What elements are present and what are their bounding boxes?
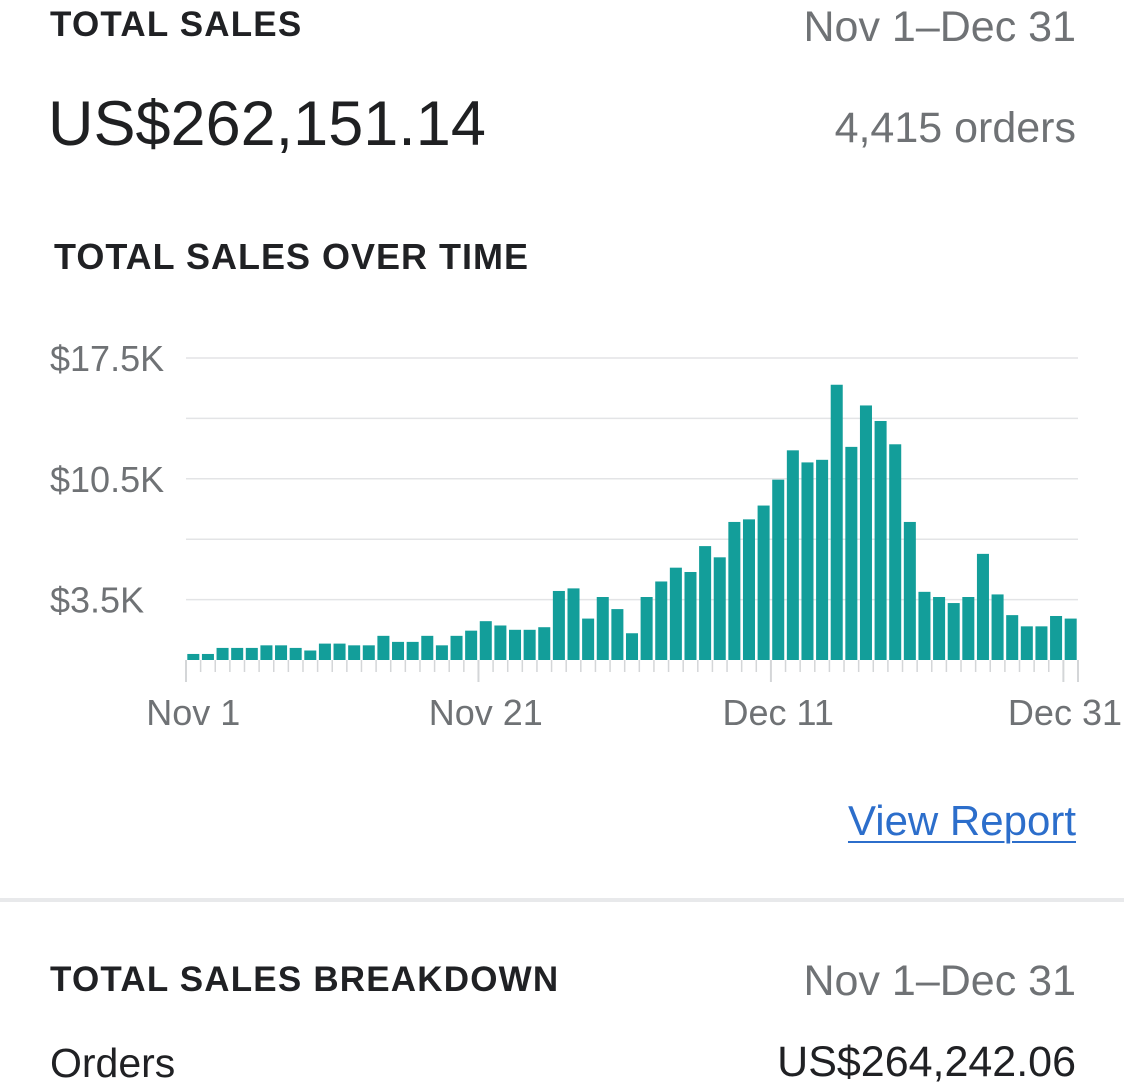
sales-bar[interactable] (933, 597, 946, 660)
sales-bar[interactable] (1064, 618, 1077, 660)
sales-bar[interactable] (742, 519, 755, 660)
sales-bar[interactable] (392, 641, 405, 660)
breakdown-date-range: Nov 1–Dec 31 (803, 957, 1077, 1005)
sales-bar[interactable] (333, 643, 346, 660)
sales-bar[interactable] (377, 635, 390, 660)
sales-bar[interactable] (1020, 626, 1033, 660)
sales-bar[interactable] (552, 590, 565, 660)
sales-bar[interactable] (786, 450, 799, 660)
sales-bar[interactable] (962, 597, 975, 660)
sales-bar[interactable] (582, 618, 595, 660)
sales-bar[interactable] (625, 633, 639, 660)
sales-bar[interactable] (596, 597, 609, 660)
x-tick-label: Dec 11 (723, 692, 834, 733)
sales-bar[interactable] (1035, 626, 1048, 660)
sales-bar[interactable] (348, 645, 361, 660)
sales-bar[interactable] (859, 405, 872, 660)
sales-bar[interactable] (976, 553, 989, 660)
y-tick-label: $3.5K (50, 580, 144, 621)
sales-bar[interactable] (523, 629, 536, 660)
sales-bar[interactable] (216, 647, 229, 660)
sales-bar[interactable] (874, 420, 887, 660)
orders-count: 4,415 orders (834, 104, 1076, 152)
sales-bar[interactable] (275, 645, 288, 660)
chart-bars (187, 384, 1077, 660)
sales-bar[interactable] (640, 597, 653, 660)
sales-bar[interactable] (669, 567, 682, 660)
sales-bar[interactable] (465, 630, 478, 660)
sales-bar[interactable] (201, 653, 214, 660)
sales-bar[interactable] (918, 591, 931, 660)
sales-bar[interactable] (187, 653, 200, 660)
sales-bar[interactable] (289, 647, 302, 660)
sales-bar[interactable] (304, 650, 317, 660)
sales-bar-chart: $3.5K $10.5K $17.5K Nov 1 Nov 21 Dec 11 Dec 3… (50, 338, 1122, 733)
sales-bar[interactable] (684, 571, 697, 660)
sales-bar[interactable] (567, 588, 580, 660)
sales-bar[interactable] (406, 641, 419, 660)
sales-bar[interactable] (611, 609, 624, 660)
sales-bar[interactable] (699, 546, 712, 660)
sales-bar[interactable] (231, 647, 244, 660)
sales-bar[interactable] (260, 645, 273, 660)
x-tick-label: Dec 31 (1008, 692, 1122, 733)
total-sales-amount: US$262,151.14 (48, 89, 486, 159)
sales-bar[interactable] (479, 621, 492, 660)
total-sales-title: TOTAL SALES (50, 5, 303, 44)
x-axis: Nov 1 Nov 21 Dec 11 Dec 31 (146, 660, 1122, 733)
sales-bar[interactable] (509, 629, 522, 660)
x-tick-label: Nov 1 (146, 692, 240, 733)
sales-bar[interactable] (757, 505, 770, 660)
breakdown-row-value: US$264,242.06 (777, 1038, 1076, 1086)
sales-bar[interactable] (245, 647, 258, 660)
sales-bar[interactable] (362, 645, 375, 660)
y-tick-label: $17.5K (50, 338, 164, 379)
sales-bar[interactable] (494, 625, 507, 660)
sales-bar[interactable] (991, 594, 1004, 660)
sales-bar[interactable] (772, 479, 785, 660)
sales-bar[interactable] (728, 521, 741, 660)
breakdown-title: TOTAL SALES BREAKDOWN (50, 960, 560, 999)
sales-bar[interactable] (450, 635, 463, 660)
sales-bar[interactable] (801, 462, 814, 660)
sales-bar[interactable] (889, 444, 902, 660)
x-tick-label: Nov 21 (429, 692, 543, 733)
sales-bar[interactable] (830, 384, 843, 660)
view-report-link[interactable]: View Report (847, 797, 1076, 844)
sales-bar[interactable] (435, 645, 448, 660)
summary-date-range: Nov 1–Dec 31 (803, 3, 1077, 51)
sales-bar[interactable] (318, 643, 331, 660)
section-divider (0, 898, 1124, 902)
y-axis-labels: $3.5K $10.5K $17.5K (50, 338, 164, 621)
sales-bar[interactable] (816, 459, 829, 660)
sales-bar[interactable] (1006, 615, 1019, 660)
breakdown-row-label: Orders (50, 1040, 176, 1086)
sales-bar[interactable] (713, 557, 726, 660)
chart-grid (186, 357, 1078, 601)
sales-bar[interactable] (1050, 615, 1063, 660)
y-tick-label: $10.5K (50, 459, 164, 500)
chart-title: TOTAL SALES OVER TIME (54, 236, 530, 277)
sales-bar[interactable] (655, 581, 668, 660)
sales-bar[interactable] (845, 446, 858, 660)
sales-bar[interactable] (421, 635, 434, 660)
sales-bar[interactable] (947, 603, 960, 660)
sales-bar[interactable] (538, 627, 551, 660)
sales-bar[interactable] (903, 521, 916, 660)
